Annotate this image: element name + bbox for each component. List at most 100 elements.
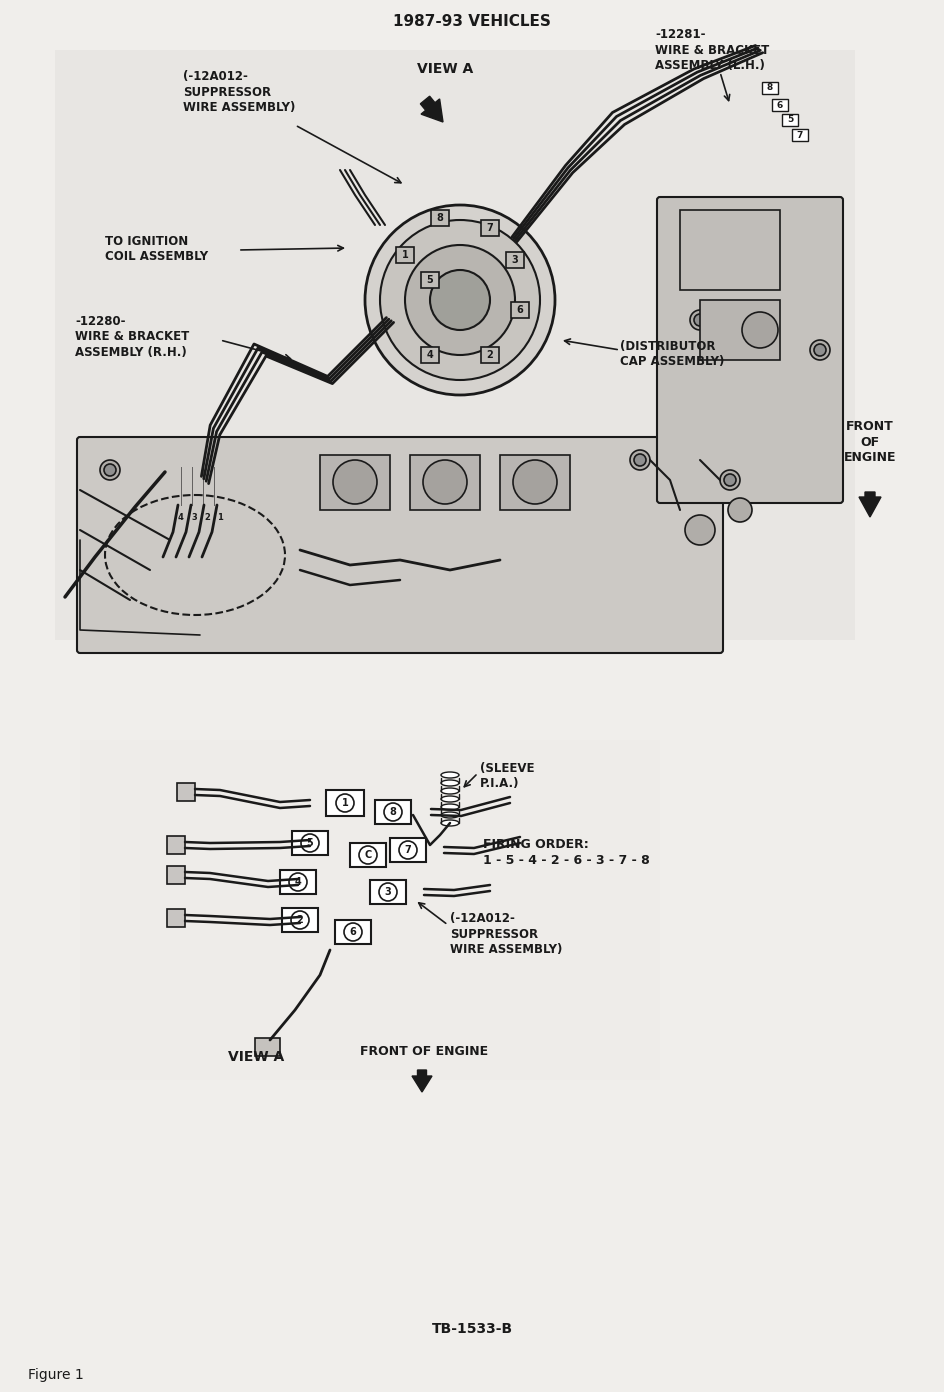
Circle shape xyxy=(384,803,402,821)
Text: (SLEEVE
P.I.A.): (SLEEVE P.I.A.) xyxy=(480,761,534,791)
Bar xyxy=(167,866,185,884)
Text: 3: 3 xyxy=(384,887,392,896)
Text: 7: 7 xyxy=(405,845,412,855)
Ellipse shape xyxy=(441,796,459,802)
Text: 6: 6 xyxy=(777,100,784,110)
Text: 8: 8 xyxy=(436,213,444,223)
FancyBboxPatch shape xyxy=(55,50,855,640)
Text: 7: 7 xyxy=(486,223,494,232)
Text: TB-1533-B: TB-1533-B xyxy=(431,1322,513,1336)
Bar xyxy=(782,114,798,127)
Circle shape xyxy=(742,312,778,348)
Bar xyxy=(167,909,185,927)
FancyBboxPatch shape xyxy=(80,741,660,1080)
Text: 2: 2 xyxy=(296,915,303,926)
Text: 1: 1 xyxy=(342,798,348,807)
Bar xyxy=(326,791,364,816)
Bar xyxy=(390,838,426,862)
Text: 6: 6 xyxy=(516,305,523,315)
Bar xyxy=(792,129,808,141)
Circle shape xyxy=(380,220,540,380)
Text: 5: 5 xyxy=(427,276,433,285)
Bar xyxy=(350,844,386,867)
FancyBboxPatch shape xyxy=(77,437,723,653)
Text: (-12A012-
SUPPRESSOR
WIRE ASSEMBLY): (-12A012- SUPPRESSOR WIRE ASSEMBLY) xyxy=(183,70,295,114)
Circle shape xyxy=(513,459,557,504)
Text: 4: 4 xyxy=(178,512,184,522)
Circle shape xyxy=(186,509,202,525)
Circle shape xyxy=(423,459,467,504)
Ellipse shape xyxy=(441,788,459,793)
Ellipse shape xyxy=(441,812,459,818)
Circle shape xyxy=(430,270,490,330)
Circle shape xyxy=(694,315,706,326)
Circle shape xyxy=(690,310,710,330)
Bar xyxy=(280,870,316,894)
Circle shape xyxy=(724,475,736,486)
Circle shape xyxy=(212,509,228,525)
Text: FIRING ORDER:
1 - 5 - 4 - 2 - 6 - 3 - 7 - 8: FIRING ORDER: 1 - 5 - 4 - 2 - 6 - 3 - 7 … xyxy=(483,838,649,866)
Circle shape xyxy=(291,910,309,928)
Text: -12280-
WIRE & BRACKET
ASSEMBLY (R.H.): -12280- WIRE & BRACKET ASSEMBLY (R.H.) xyxy=(75,315,189,359)
Bar xyxy=(335,920,371,944)
FancyArrow shape xyxy=(859,491,881,516)
Bar xyxy=(511,302,529,317)
Text: Figure 1: Figure 1 xyxy=(28,1368,84,1382)
Bar xyxy=(421,347,439,363)
Circle shape xyxy=(289,873,307,891)
Text: 3: 3 xyxy=(512,255,518,264)
Circle shape xyxy=(344,923,362,941)
Text: 5: 5 xyxy=(307,838,313,848)
Circle shape xyxy=(810,340,830,361)
Bar xyxy=(481,220,499,237)
Bar xyxy=(506,252,524,269)
FancyBboxPatch shape xyxy=(657,198,843,503)
Text: 1: 1 xyxy=(217,512,223,522)
Text: 1: 1 xyxy=(401,251,409,260)
FancyArrow shape xyxy=(420,96,443,122)
Text: C: C xyxy=(364,851,372,860)
Text: 7: 7 xyxy=(797,131,803,139)
Bar xyxy=(320,455,390,509)
Circle shape xyxy=(365,205,555,395)
Circle shape xyxy=(728,498,752,522)
Bar xyxy=(292,831,328,855)
Text: 4: 4 xyxy=(427,349,433,361)
Ellipse shape xyxy=(441,773,459,778)
Text: 6: 6 xyxy=(349,927,357,937)
Text: VIEW A: VIEW A xyxy=(228,1050,284,1063)
Bar xyxy=(680,210,780,290)
Circle shape xyxy=(634,454,646,466)
Circle shape xyxy=(630,450,650,470)
Text: 5: 5 xyxy=(787,116,793,124)
Bar xyxy=(772,99,788,111)
Bar xyxy=(255,1038,280,1057)
Text: 2: 2 xyxy=(486,349,494,361)
Ellipse shape xyxy=(441,805,459,810)
Ellipse shape xyxy=(441,820,459,825)
Ellipse shape xyxy=(441,780,459,786)
Bar xyxy=(410,455,480,509)
Circle shape xyxy=(336,793,354,812)
Circle shape xyxy=(173,509,189,525)
Circle shape xyxy=(685,515,715,546)
Bar xyxy=(762,82,778,95)
Text: 8: 8 xyxy=(767,84,773,92)
Bar xyxy=(282,908,318,933)
Bar xyxy=(481,347,499,363)
Bar xyxy=(431,210,449,226)
Text: FRONT OF ENGINE: FRONT OF ENGINE xyxy=(360,1045,488,1058)
Text: 4: 4 xyxy=(295,877,301,887)
Text: 2: 2 xyxy=(204,512,210,522)
Text: 1987-93 VEHICLES: 1987-93 VEHICLES xyxy=(393,14,551,29)
Text: (DISTRIBUTOR
CAP ASSEMBLY): (DISTRIBUTOR CAP ASSEMBLY) xyxy=(620,340,724,369)
Circle shape xyxy=(405,245,515,355)
FancyArrow shape xyxy=(412,1070,432,1091)
Circle shape xyxy=(333,459,377,504)
Bar xyxy=(375,800,411,824)
Text: 8: 8 xyxy=(390,807,396,817)
Text: (-12A012-
SUPPRESSOR
WIRE ASSEMBLY): (-12A012- SUPPRESSOR WIRE ASSEMBLY) xyxy=(450,912,563,956)
Text: TO IGNITION
COIL ASSEMBLY: TO IGNITION COIL ASSEMBLY xyxy=(105,235,208,263)
Bar xyxy=(421,271,439,288)
Bar xyxy=(700,301,780,361)
